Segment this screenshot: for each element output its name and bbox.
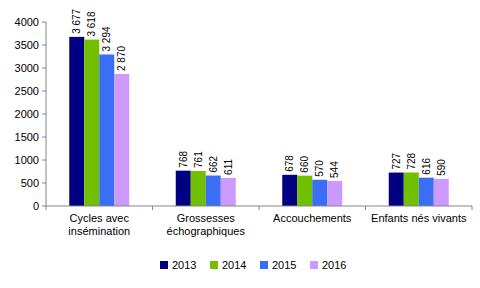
bar (434, 179, 449, 206)
bars (69, 37, 449, 206)
y-tick-label: 1000 (15, 154, 39, 166)
x-tick-label-line: insémination (68, 225, 130, 237)
x-tick-label-line: Enfants nés vivants (371, 212, 467, 224)
legend-label: 2014 (222, 259, 246, 271)
y-tick-label: 500 (21, 177, 39, 189)
data-label: 660 (299, 156, 310, 173)
bar (99, 54, 114, 206)
data-label: 662 (208, 155, 219, 172)
y-tick-label: 2500 (15, 85, 39, 97)
y-tick (42, 22, 46, 23)
y-tick (42, 183, 46, 184)
bar (176, 171, 191, 206)
legend-swatch (160, 261, 168, 269)
y-tick (42, 137, 46, 138)
x-tick-label-line: Accouchements (273, 212, 352, 224)
bar (206, 176, 221, 206)
x-tick-label-line: échographiques (167, 225, 246, 237)
bar (389, 173, 404, 206)
data-label: 616 (421, 158, 432, 175)
x-tick (46, 206, 47, 210)
bar (327, 181, 342, 206)
x-tick-label: Accouchements (273, 212, 352, 224)
y-tick-label: 3500 (15, 39, 39, 51)
data-label: 2 870 (116, 46, 127, 71)
data-label: 727 (391, 152, 402, 169)
bar (191, 171, 206, 206)
bar (312, 180, 327, 206)
data-label: 590 (436, 159, 447, 176)
bar (69, 37, 84, 206)
bar (282, 175, 297, 206)
bar (297, 176, 312, 206)
legend-label: 2015 (272, 259, 296, 271)
x-tick-label: Enfants nés vivants (371, 212, 467, 224)
x-tick (365, 206, 366, 210)
legend-swatch (310, 261, 318, 269)
data-label: 761 (193, 151, 204, 168)
y-tick (42, 45, 46, 46)
x-tick (472, 206, 473, 210)
bar (114, 74, 129, 206)
y-tick-label: 0 (33, 200, 39, 212)
chart: 0 500 1000 1500 2000 2500 3000 3500 4000 3 677 3 6… (0, 0, 480, 288)
data-label: 3 294 (101, 26, 112, 51)
x-tick-label: Grossesseséchographiques (167, 212, 246, 237)
bar (84, 40, 99, 206)
legend-label: 2016 (322, 259, 346, 271)
x-tick-label-line: Cycles avec (70, 212, 130, 224)
y-tick (42, 91, 46, 92)
y-tick-label: 1500 (15, 131, 39, 143)
x-tick (259, 206, 260, 210)
data-label: 3 618 (86, 11, 97, 36)
data-label: 728 (406, 152, 417, 169)
data-label: 678 (284, 155, 295, 172)
y-axis (46, 22, 47, 206)
y-tick-label: 2000 (15, 108, 39, 120)
bar (221, 178, 236, 206)
bar (419, 178, 434, 206)
x-tick-label: Cycles avecinsémination (68, 212, 130, 237)
y-tick (42, 114, 46, 115)
data-label: 611 (223, 159, 234, 175)
data-label: 544 (329, 161, 340, 178)
y-tick (42, 68, 46, 69)
data-label: 768 (178, 151, 189, 168)
x-tick (152, 206, 153, 210)
bar (404, 173, 419, 206)
legend-label: 2013 (172, 259, 196, 271)
data-label: 3 677 (71, 8, 82, 33)
y-tick (42, 160, 46, 161)
y-tick (42, 206, 46, 207)
y-tick-label: 3000 (15, 62, 39, 74)
x-tick-label-line: Grossesses (177, 212, 236, 224)
legend-swatch (260, 261, 268, 269)
y-tick-label: 4000 (15, 16, 39, 28)
data-label: 570 (314, 160, 325, 177)
legend-swatch (210, 261, 218, 269)
